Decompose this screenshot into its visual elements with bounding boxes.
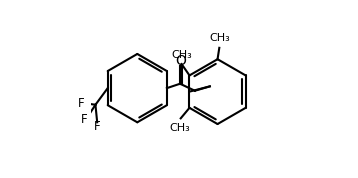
Text: F: F <box>94 120 101 133</box>
Text: F: F <box>81 113 87 126</box>
Text: CH₃: CH₃ <box>169 123 190 133</box>
Text: O: O <box>176 54 187 68</box>
Text: CH₃: CH₃ <box>209 33 230 43</box>
Text: CH₃: CH₃ <box>171 50 192 60</box>
Text: F: F <box>78 96 85 109</box>
